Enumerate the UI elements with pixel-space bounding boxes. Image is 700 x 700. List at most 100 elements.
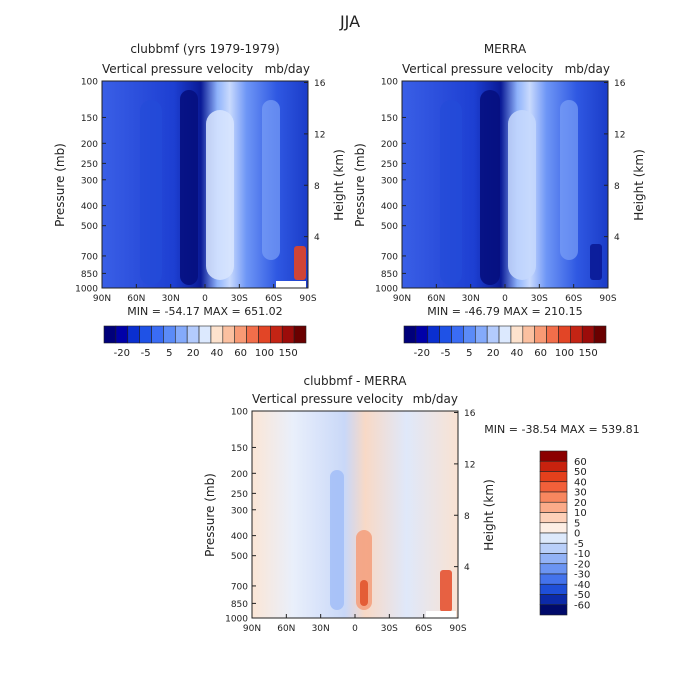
colorbar-swatch <box>539 583 568 595</box>
panel-title: clubbmf - MERRA <box>304 374 408 388</box>
colorbar-swatch <box>415 325 429 344</box>
y-tick-label: 150 <box>381 114 398 124</box>
y-tick-label: 1000 <box>75 285 98 295</box>
y-tick-label: 400 <box>81 202 98 212</box>
y2-tick-label: 12 <box>614 130 625 140</box>
x-tick-label: 0 <box>352 624 358 634</box>
x-tick-label: 30N <box>162 294 180 304</box>
colorbar-swatch <box>498 325 512 344</box>
y-tick-label: 150 <box>231 444 248 454</box>
colorbar-swatch <box>522 325 536 344</box>
y-tick-label: 300 <box>81 176 98 186</box>
y2-tick-label: 12 <box>464 460 475 470</box>
y-tick-label: 200 <box>381 140 398 150</box>
colorbar-label: 60 <box>234 348 247 359</box>
y-tick-label: 400 <box>381 202 398 212</box>
y2-tick-label: 4 <box>464 563 470 573</box>
y-tick-label: 1000 <box>375 285 398 295</box>
colorbar: -20 -5 5 20 40 60 100 150 <box>403 325 607 359</box>
panel-subtitle-left: Vertical pressure velocity <box>402 62 553 76</box>
colorbar-label: 40 <box>511 348 524 359</box>
colorbar-swatch <box>539 512 568 524</box>
colorbar-swatch <box>115 325 129 344</box>
stats-text: MIN = -46.79 MAX = 210.15 <box>427 305 582 318</box>
y2-tick-label: 8 <box>314 182 320 192</box>
colorbar-label: -20 <box>114 348 130 359</box>
colorbar-label: -5 <box>574 539 584 550</box>
colorbar-label: -20 <box>574 559 590 570</box>
field-mid-band <box>440 100 462 285</box>
colorbar-swatch <box>539 450 568 462</box>
panel-subtitle-right: mb/day <box>565 62 610 76</box>
x-tick-label: 90S <box>299 294 316 304</box>
y-tick-label: 500 <box>81 222 98 232</box>
y-axis-label: Pressure (mb) <box>53 143 67 227</box>
x-tick-label: 90N <box>243 624 261 634</box>
colorbar-label: -40 <box>574 580 590 591</box>
panel-subtitle-left: Vertical pressure velocity <box>252 392 403 406</box>
colorbar-swatch <box>486 325 500 344</box>
y-axis-label: Pressure (mb) <box>353 143 367 227</box>
y-tick-label: 1000 <box>225 615 248 625</box>
colorbar-label: 5 <box>166 348 172 359</box>
colorbar-swatch <box>186 325 200 344</box>
field-dark-band <box>480 90 500 285</box>
colorbar-swatch <box>103 325 117 344</box>
colorbar-swatch <box>281 325 295 344</box>
colorbar-label: 10 <box>574 508 587 519</box>
y2-tick-label: 8 <box>614 182 620 192</box>
colorbar-swatch <box>474 325 488 344</box>
field-sh-band <box>560 100 578 260</box>
x-tick-label: 90N <box>393 294 411 304</box>
field-light-band <box>508 110 536 280</box>
colorbar-label: 150 <box>279 348 298 359</box>
axis-ticks: 100 150 200 250 300 400 500 700 850 1000 16 12 8 4 90N… <box>375 78 626 305</box>
colorbar-swatch <box>539 522 568 534</box>
colorbar-swatch <box>427 325 440 344</box>
colorbar-label: -50 <box>574 590 590 601</box>
colorbar-label: -20 <box>414 348 430 359</box>
x-tick-label: 90S <box>449 624 466 634</box>
colorbar-swatch <box>534 325 547 344</box>
x-tick-label: 0 <box>502 294 508 304</box>
colorbar-swatch <box>593 325 607 344</box>
colorbar-swatch <box>539 563 568 575</box>
colorbar-swatch <box>539 532 568 544</box>
y-tick-label: 250 <box>81 160 98 170</box>
stats-text: MIN = -54.17 MAX = 651.02 <box>127 305 282 318</box>
field-dark-band <box>180 90 198 285</box>
x-tick-label: 60S <box>265 294 282 304</box>
colorbar-swatch <box>293 325 307 344</box>
colorbar-swatch <box>539 553 568 565</box>
colorbar-swatch <box>581 325 595 344</box>
colorbar-swatch <box>539 481 568 493</box>
field-light-band <box>206 110 234 280</box>
x-tick-label: 30N <box>462 294 480 304</box>
y-tick-label: 100 <box>231 408 248 418</box>
panel-subtitle-right: mb/day <box>413 392 458 406</box>
colorbar-label: 40 <box>211 348 224 359</box>
y-tick-label: 700 <box>81 252 98 262</box>
plot-field <box>252 411 458 618</box>
colorbar-swatch <box>451 325 464 344</box>
y-tick-label: 850 <box>231 600 248 610</box>
y-tick-label: 150 <box>81 114 98 124</box>
y2-axis-label: Height (km) <box>482 479 496 550</box>
y-tick-label: 700 <box>381 252 398 262</box>
colorbar-label: 20 <box>487 348 500 359</box>
y-tick-label: 850 <box>81 270 98 280</box>
colorbar-swatch <box>210 325 224 344</box>
colorbar-label: 100 <box>255 348 274 359</box>
y2-tick-label: 8 <box>464 512 470 522</box>
x-tick-label: 90N <box>93 294 111 304</box>
y-tick-label: 100 <box>381 78 398 88</box>
y2-tick-label: 16 <box>314 79 326 89</box>
field-background <box>252 411 458 618</box>
colorbar-swatch <box>539 594 568 606</box>
colorbar-label: 40 <box>574 477 587 488</box>
colorbar-label: 30 <box>574 488 587 499</box>
y-tick-label: 300 <box>231 506 248 516</box>
x-tick-label: 30S <box>531 294 548 304</box>
y-tick-label: 700 <box>231 582 248 592</box>
